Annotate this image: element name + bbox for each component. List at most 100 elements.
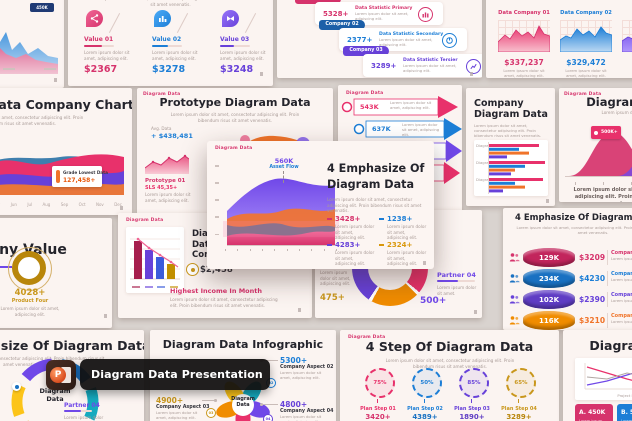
axis-label: Project Data	[617, 393, 632, 398]
bar-chart-panel	[126, 227, 184, 293]
sub-desc: Lorem ipsum dolor sit amet, adipiscing e…	[145, 192, 191, 203]
progress-ring: 85%	[459, 368, 489, 398]
partner-label: Partner 04	[437, 271, 476, 279]
slide-company-statistics[interactable]: Company 01 5328+ Data Statistic Primary …	[277, 0, 482, 78]
step-label: Plan Step 03	[454, 406, 490, 412]
slide-four-steps[interactable]: Diagram Data 4 Step Of Diagram Data Lore…	[340, 330, 559, 421]
value-label: Value 02	[152, 36, 182, 43]
company-heading: Data Statistic Primary	[355, 6, 413, 11]
callout-value: 500K+	[601, 129, 618, 135]
page-number	[104, 314, 107, 318]
cycle-center-label: Diagram Data	[39, 387, 71, 403]
step-value: 3420+	[365, 413, 391, 421]
slide-subtitle: Lorem ipsum dolor sit amet, consectetur …	[0, 115, 84, 126]
value-label: Value 03	[220, 36, 250, 43]
slide-company-diagram[interactable]: Company Diagram Data Lorem ipsum dolor s…	[466, 88, 555, 206]
slide-title: Diagram Data	[586, 95, 632, 109]
slide-title: Prototype Diagram Data	[159, 96, 311, 109]
featured-stat-value: 1238+	[387, 215, 413, 223]
hbar-chart-panel: Diagram 01 Diagram 02 Diagram 03	[474, 140, 548, 196]
chart-tooltip: Grade Lowest Data 127,458+	[52, 166, 108, 187]
slide-title: 4 Emphasize Of Diagram Data	[0, 338, 144, 353]
page-number	[260, 72, 263, 76]
slide-tag: Diagram Data	[346, 91, 384, 96]
step-value: 1890+	[459, 413, 485, 421]
stat-box-label: A. 450K	[579, 409, 606, 416]
slide-company-value[interactable]: Company Value 4028+ Product Four Lorem i…	[0, 218, 112, 328]
page-number	[54, 78, 57, 82]
petal-number: 04	[263, 414, 273, 421]
featured-paragraph: Lorem ipsum dolor sit amet, consectetur …	[327, 197, 422, 214]
aspect-value: 4800+	[280, 400, 308, 409]
cylinder-segment: 116K	[523, 311, 575, 330]
badge-title: Diagram Data Presentation	[91, 368, 263, 381]
slide-tag: Diagram Data	[348, 335, 386, 340]
cycle-node-icon	[12, 382, 21, 391]
aspect-desc: Lorem ipsum dolor sit amet, adipiscing e…	[156, 410, 198, 420]
row-price: $4230	[579, 274, 606, 283]
slide-bell-curves[interactable]: Diagram Data Diagram Data Lorem ipsum do…	[559, 88, 632, 202]
cylinder-segment: 129K	[523, 248, 575, 267]
aspect-label: Company Aspect 02	[280, 365, 334, 370]
page-number	[470, 72, 473, 76]
avg-label: Avg. Data	[151, 126, 172, 131]
sub-value: SLS 45,35+	[145, 185, 178, 191]
mini-line-chart	[145, 154, 189, 174]
aspect-label: Company Aspect 03	[156, 405, 210, 410]
left-stat-value: 475+	[320, 293, 345, 303]
row-desc: Lorem ipsum dolor sit amet.	[611, 319, 632, 324]
cylinder-segment: 102K	[523, 290, 575, 309]
row-price: $3209	[579, 253, 606, 262]
people-icon	[509, 274, 520, 283]
row-price: $3210	[579, 316, 606, 325]
featured-title: 4 Emphasize Of Diagram Data	[327, 162, 425, 192]
slide-featured-emphasize[interactable]: Diagram Data 560K Asset Flow 4 Emphasize…	[207, 141, 434, 269]
slide-intro-text: Lorem ipsum dolor sit amet, consectetur …	[89, 0, 251, 7]
page-number	[546, 199, 549, 203]
slide-company-wave-chart[interactable]: Diagram Data Company Chart Lorem ipsum d…	[0, 88, 132, 215]
chart-desc: Lorem ipsum dolor sit amet, adipiscing e…	[565, 68, 607, 78]
slide-data-company-charts[interactable]: Data Company 01 $337,237 Lorem ipsum dol…	[486, 0, 632, 78]
value-desc: Lorem ipsum dolor sit amet, adipiscing e…	[152, 50, 198, 61]
coin-icon	[186, 263, 199, 276]
mini-area-chart	[559, 20, 613, 53]
left-stat-desc: Lorem ipsum dolor sit amet, adipiscing e…	[320, 270, 351, 287]
slide-three-values[interactable]: Lorem ipsum dolor sit amet, consectetur …	[68, 0, 273, 86]
company-pill: Company 02	[319, 20, 365, 30]
arrow-value: 543K	[360, 103, 379, 111]
cycle-stat-label: Partner 04	[64, 402, 100, 409]
value-label: Value 01	[84, 36, 114, 43]
statistic-icon	[442, 33, 457, 48]
step-value: 3289+	[506, 413, 532, 421]
pinwheel-center-label: Diagram Data	[231, 396, 255, 408]
annotation-label: Asset Flow	[269, 165, 299, 170]
aspect-value: 5300+	[280, 356, 308, 365]
slide-cylinder-emphasize[interactable]: 4 Emphasize Of Diagram Data Lorem ipsum …	[503, 208, 632, 330]
stat-box-a: A. 450K Lorem ipsum dolor sit amet, adip…	[575, 404, 613, 421]
chart-tooltip: 450K	[30, 3, 54, 12]
slide-line-comparison[interactable]: Diagram Data Project Data A. 450K Lorem …	[563, 330, 632, 421]
gauge-ring	[8, 247, 52, 291]
company-value: 3289+	[371, 62, 397, 70]
page-number	[423, 261, 426, 265]
value-price: $2367	[84, 64, 118, 75]
slide-subtitle: Lorem ipsum dolor sit amet.	[601, 110, 632, 115]
arrow-value: 637K	[372, 125, 391, 133]
mini-area-chart	[497, 20, 551, 53]
aspect-desc: Lorem ipsum dolor sit amet, adipiscing e…	[280, 370, 322, 380]
slide-subtitle: Lorem ipsum dolor sit amet, consectetur …	[170, 112, 300, 123]
stat-box-desc: Lorem ipsum dolor sit amet, adipiscing e…	[579, 419, 603, 421]
bar-chart-icon	[154, 10, 171, 27]
slide-mountain-chart[interactable]: 450K	[0, 0, 64, 88]
featured-stat-desc: Lorem ipsum dolor sit amet, adipiscing e…	[335, 224, 375, 241]
company-desc: Lorem ipsum dolor sit amet, adipiscing e…	[403, 63, 457, 73]
progress-ring: 75%	[365, 368, 395, 398]
row-price: $2390	[579, 295, 606, 304]
row-desc: Lorem ipsum dolor sit amet.	[611, 277, 632, 282]
partner-value: 500+	[420, 296, 447, 306]
income-heading: Highest Income In Month	[170, 287, 263, 295]
row-desc: Lorem ipsum dolor sit amet.	[611, 298, 632, 303]
powerpoint-icon: P	[46, 360, 76, 390]
avg-value: + $438,481	[151, 132, 193, 140]
